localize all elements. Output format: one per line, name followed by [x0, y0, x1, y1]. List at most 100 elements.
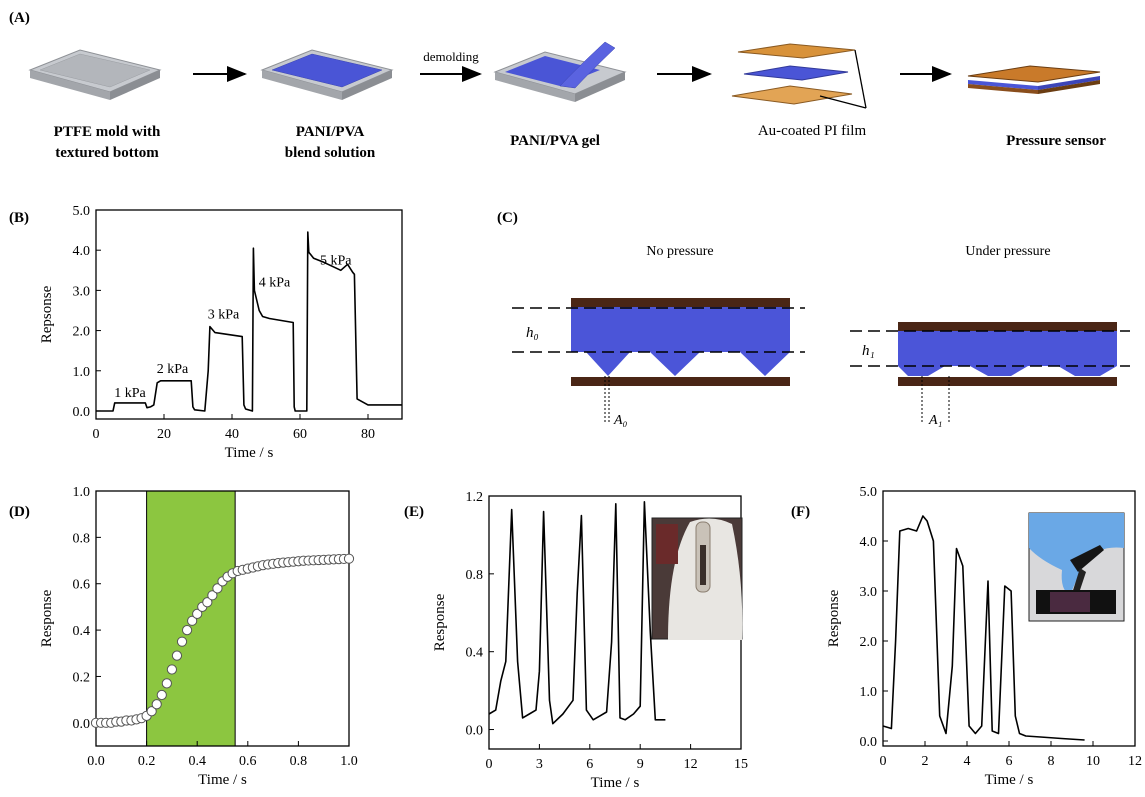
- panel-b-label: (B): [9, 210, 29, 226]
- y-axis-label: Response: [826, 589, 842, 647]
- under-pressure-schematic: h₁ A₁: [850, 322, 1130, 428]
- panel-f-label: (F): [791, 504, 810, 520]
- data-point: [161, 678, 172, 689]
- x-tick-label: 2: [922, 754, 929, 769]
- demolding-label: demolding: [423, 49, 479, 64]
- h1-label: h₁: [862, 343, 875, 359]
- x-tick-label: 60: [293, 427, 307, 442]
- x-tick-label: 3: [536, 757, 543, 772]
- chart-e: 0 3 6 9 12 15 0.0 0.4 0.8 1.2 Time / s Response: [432, 490, 748, 791]
- y-tick-label: 2.0: [73, 325, 91, 340]
- x-tick-label: 0.2: [138, 754, 156, 769]
- x-tick-label: 4: [964, 754, 971, 769]
- step-4-caption: Au-coated PI film: [758, 123, 867, 139]
- data-point: [166, 664, 177, 675]
- x-tick-label: 10: [1086, 754, 1100, 769]
- data-point: [192, 608, 203, 619]
- y-tick-label: 3.0: [860, 585, 878, 600]
- mouse-photo-inset: [651, 517, 743, 640]
- y-tick-label: 0.0: [466, 724, 484, 739]
- x-tick-label: 6: [1006, 754, 1013, 769]
- h0-label: h₀: [526, 325, 539, 341]
- data-point: [156, 689, 167, 701]
- panel-c-label: (C): [497, 210, 518, 226]
- step-2-caption-line1: PANI/PVA: [296, 124, 365, 140]
- panel-e-label: (E): [404, 504, 424, 520]
- panel-d-label: (D): [9, 504, 30, 520]
- glove-photo-inset: [1028, 512, 1125, 622]
- step-3-caption: PANI/PVA gel: [510, 133, 600, 149]
- x-axis-label: Time / s: [225, 445, 274, 461]
- chart-f: 0 2 4 6 8 10 12 0.0 1.0 2.0 3.0 4.0 5.0 Time / s Respo…: [826, 485, 1142, 788]
- y-tick-label: 0.4: [73, 624, 91, 639]
- step-1-caption-line1: PTFE mold with: [54, 124, 161, 140]
- a1-label: A₁: [928, 413, 942, 428]
- data-point: [187, 615, 198, 626]
- y-tick-label: 0.8: [466, 568, 484, 583]
- y-tick-label: 5.0: [73, 204, 91, 219]
- no-pressure-title: No pressure: [646, 244, 713, 259]
- x-tick-label: 0.4: [188, 754, 206, 769]
- data-point: [151, 699, 162, 710]
- ptfe-mold-illustration: [28, 49, 162, 100]
- x-tick-label: 12: [1128, 754, 1142, 769]
- gel-illustration: [493, 41, 627, 102]
- x-tick-label: 1.0: [340, 754, 358, 769]
- x-tick-label: 12: [684, 757, 698, 772]
- y-tick-label: 0.0: [860, 735, 878, 750]
- y-tick-label: 0.4: [466, 646, 484, 661]
- panel-a: (A): [9, 10, 1106, 161]
- data-point: [207, 590, 218, 601]
- y-tick-label: 1.0: [73, 365, 91, 380]
- step-1-caption-line2: textured bottom: [55, 145, 159, 161]
- plot-frame: [95, 490, 350, 747]
- y-tick-label: 0.2: [73, 670, 91, 685]
- data-point: [171, 650, 183, 661]
- x-tick-label: 0.6: [239, 754, 257, 769]
- pressure-sensor-illustration: [967, 65, 1101, 94]
- x-tick-label: 40: [225, 427, 239, 442]
- x-tick-label: 9: [637, 757, 644, 772]
- panel-a-label: (A): [9, 10, 30, 26]
- x-axis-label: Time / s: [198, 772, 247, 788]
- series-line: [96, 231, 402, 412]
- x-axis-label: Time / s: [591, 775, 640, 791]
- y-tick-label: 2.0: [860, 635, 878, 650]
- y-tick-label: 4.0: [73, 244, 91, 259]
- step-2-caption-line2: blend solution: [285, 145, 376, 161]
- data-label: 3 kPa: [208, 308, 240, 323]
- plot-frame: [95, 209, 403, 420]
- data-point: [176, 636, 188, 647]
- chart-d: 0.0 0.2 0.4 0.6 0.8 1.0 0.0 0.2 0.4 0.6 0.8 1.0 Time…: [39, 485, 358, 788]
- x-tick-label: 8: [1048, 754, 1055, 769]
- data-point: [212, 583, 223, 594]
- x-tick-label: 0: [486, 757, 493, 772]
- y-axis-label: Response: [39, 589, 55, 647]
- y-axis-label: Repsonse: [39, 285, 55, 343]
- au-coated-pi-film-illustration: [731, 43, 867, 109]
- data-label: 5 kPa: [320, 253, 352, 268]
- step-5-caption: Pressure sensor: [1006, 133, 1106, 149]
- series-line: [488, 500, 666, 725]
- y-tick-label: 1.0: [860, 685, 878, 700]
- panel-c: (C) No pressure Under pressure h₀ A₀ h₁ …: [497, 210, 1130, 428]
- y-tick-label: 0.0: [73, 717, 91, 732]
- x-tick-label: 0: [880, 754, 887, 769]
- y-tick-label: 0.0: [73, 405, 91, 420]
- data-label: 2 kPa: [157, 362, 189, 377]
- x-tick-label: 15: [734, 757, 748, 772]
- x-axis-label: Time / s: [985, 772, 1034, 788]
- y-axis-label: Response: [432, 593, 448, 651]
- data-point: [202, 597, 213, 608]
- data-label: 1 kPa: [114, 386, 146, 401]
- x-tick-label: 6: [586, 757, 593, 772]
- data-point: [181, 624, 193, 636]
- a0-label: A₀: [613, 413, 628, 428]
- y-tick-label: 3.0: [73, 284, 91, 299]
- chart-b: 0 20 40 60 80 0.0 1.0 2.0 3.0 4.0 5.0 Time / s Repso…: [39, 204, 403, 461]
- x-tick-label: 0.8: [290, 754, 308, 769]
- y-tick-label: 0.6: [73, 578, 91, 593]
- data-point: [343, 553, 355, 564]
- y-tick-label: 5.0: [860, 485, 878, 500]
